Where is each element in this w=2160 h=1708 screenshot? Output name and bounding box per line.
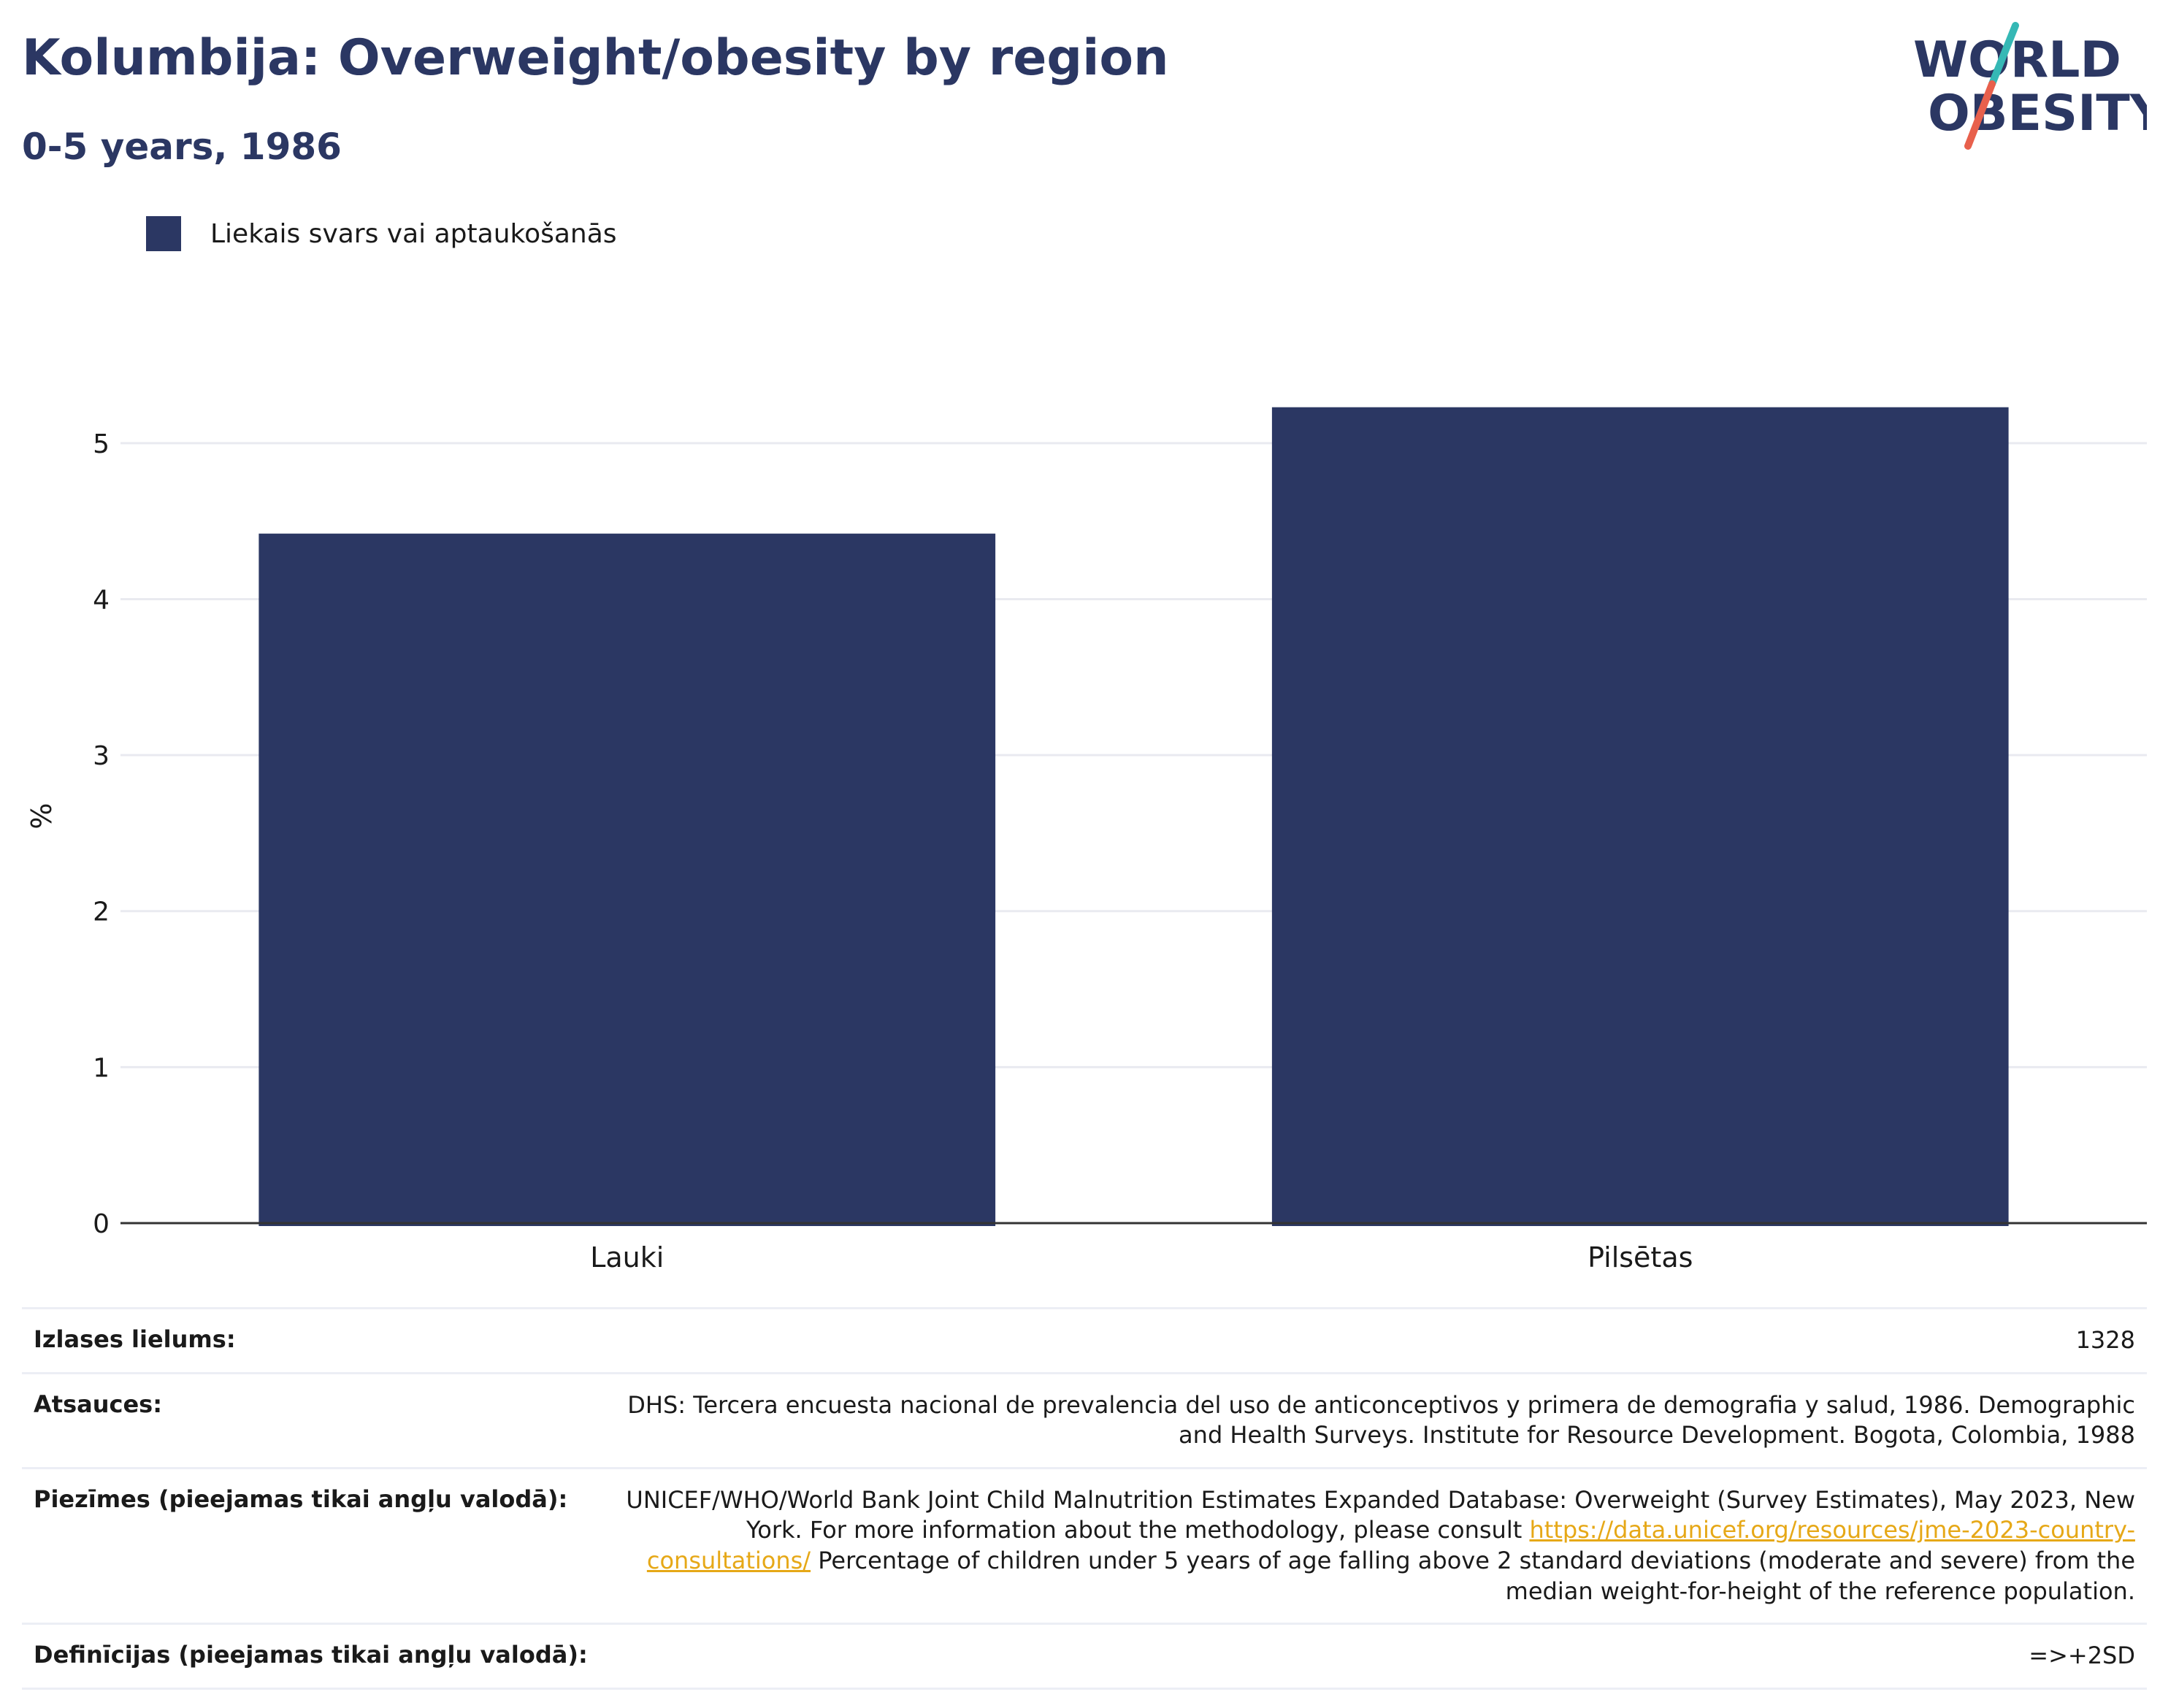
definitions-value: =>+2SD bbox=[2029, 1642, 2135, 1670]
sample-size-value: 1328 bbox=[2075, 1326, 2135, 1354]
page-subtitle: 0-5 years, 1986 bbox=[22, 126, 342, 168]
x-tick-label-lauki: Lauki bbox=[590, 1241, 664, 1274]
info-row-sources: Atsauces: DHS: Tercera encuesta nacional… bbox=[22, 1371, 2147, 1467]
notes-label: Piezīmes (pieejamas tikai angļu valodā): bbox=[34, 1485, 568, 1513]
chart-legend: Liekais svars vai aptaukošanās bbox=[146, 216, 617, 251]
page-title: Kolumbija: Overweight/obesity by region bbox=[22, 29, 1169, 87]
y-axis-label: % bbox=[26, 803, 58, 829]
sample-size-label: Izlases lielums: bbox=[34, 1325, 236, 1353]
notes-text-after: Percentage of children under 5 years of … bbox=[811, 1546, 2135, 1605]
info-row-definitions: Definīcijas (pieejamas tikai angļu valod… bbox=[22, 1623, 2147, 1690]
info-row-notes: Piezīmes (pieejamas tikai angļu valodā):… bbox=[22, 1466, 2147, 1623]
notes-value: UNICEF/WHO/World Bank Joint Child Malnut… bbox=[589, 1485, 2135, 1606]
y-tick-label-0: 0 bbox=[93, 1209, 110, 1239]
legend-swatch bbox=[146, 216, 181, 251]
legend-label: Liekais svars vai aptaukošanās bbox=[210, 218, 617, 249]
sources-value: DHS: Tercera encuesta nacional de preval… bbox=[627, 1390, 2135, 1449]
y-tick-label-2: 2 bbox=[93, 897, 110, 927]
notes-link[interactable]: https://data.unicef.org/resources/jme-20… bbox=[646, 1516, 2135, 1574]
notes-text-before: UNICEF/WHO/World Bank Joint Child Malnut… bbox=[626, 1485, 2135, 1544]
logo-slash-teal bbox=[1988, 22, 2019, 88]
sources-label: Atsauces: bbox=[34, 1390, 162, 1418]
logo-slash-coral bbox=[1964, 80, 1996, 150]
logo-text-world: WORLD bbox=[1913, 31, 2121, 89]
logo-text-obesity: OBESITY bbox=[1928, 85, 2147, 142]
y-tick-label-5: 5 bbox=[93, 429, 110, 459]
x-tick-label-pilsētas: Pilsētas bbox=[1588, 1241, 1693, 1274]
y-tick-label-1: 1 bbox=[93, 1053, 110, 1083]
bar-pilsētas bbox=[1271, 407, 2009, 1226]
y-tick-label-3: 3 bbox=[93, 741, 110, 771]
info-row-sample-size: Izlases lielums: 1328 bbox=[22, 1307, 2147, 1372]
definitions-label: Definīcijas (pieejamas tikai angļu valod… bbox=[34, 1641, 588, 1669]
world-obesity-logo: WORLD OBESITY bbox=[1913, 22, 2147, 150]
info-table: Izlases lielums: 1328 Atsauces: DHS: Ter… bbox=[22, 1307, 2147, 1690]
y-tick-label-4: 4 bbox=[93, 585, 110, 615]
bar-lauki bbox=[258, 533, 996, 1226]
bar-chart: 0 1 2 3 4 5% Lauki Pilsētas bbox=[26, 407, 2147, 1274]
